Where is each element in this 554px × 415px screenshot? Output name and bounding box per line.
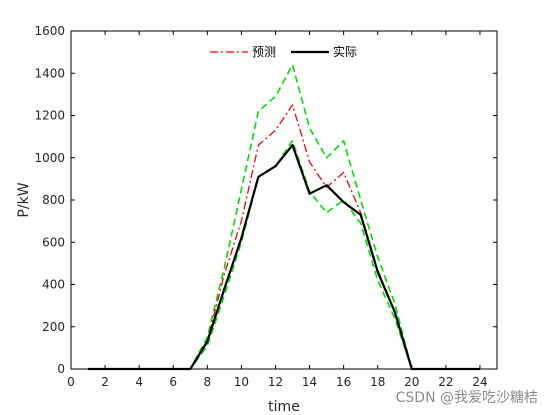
x-tick-label: 2: [101, 375, 109, 389]
series-line-1: [88, 144, 480, 371]
y-tick-label: 1000: [34, 151, 65, 165]
y-tick-label: 1600: [34, 24, 65, 38]
y-axis-label: P/kW: [16, 182, 32, 217]
x-axis: 0 2 4 6 8 10 12 14 16 18 20 22 24: [67, 31, 488, 389]
y-tick-label: 1200: [34, 109, 65, 123]
x-axis-label: time: [268, 399, 300, 415]
x-tick-label: 20: [404, 375, 419, 389]
y-tick-label: 200: [42, 320, 65, 334]
y-tick-label: 0: [57, 362, 65, 376]
x-tick-label: 16: [336, 375, 351, 389]
watermark: CSDN @我爱吃沙糖桔: [395, 390, 538, 406]
x-tick-label: 12: [268, 375, 283, 389]
y-tick-label: 1400: [34, 66, 65, 80]
x-tick-label: 6: [169, 375, 177, 389]
x-tick-label: 14: [302, 375, 317, 389]
legend-label: 预测: [252, 45, 276, 59]
x-tick-label: 10: [234, 375, 249, 389]
x-tick-label: 4: [135, 375, 143, 389]
y-tick-label: 800: [42, 193, 65, 207]
x-tick-label: 24: [472, 375, 487, 389]
x-tick-label: 8: [203, 375, 211, 389]
plot-area: [70, 30, 498, 370]
series-layer: [88, 64, 480, 371]
series-line-3: [88, 140, 480, 370]
y-tick-label: 400: [42, 278, 65, 292]
legend: 预测 实际: [210, 44, 357, 59]
x-tick-label: 22: [438, 375, 453, 389]
x-tick-label: 0: [67, 375, 75, 389]
y-axis: 0 200 400 600 800 1000 1200 1400 1600: [34, 24, 497, 376]
x-tick-label: 18: [370, 375, 385, 389]
legend-label: 实际: [333, 44, 357, 59]
y-tick-label: 600: [42, 235, 65, 249]
